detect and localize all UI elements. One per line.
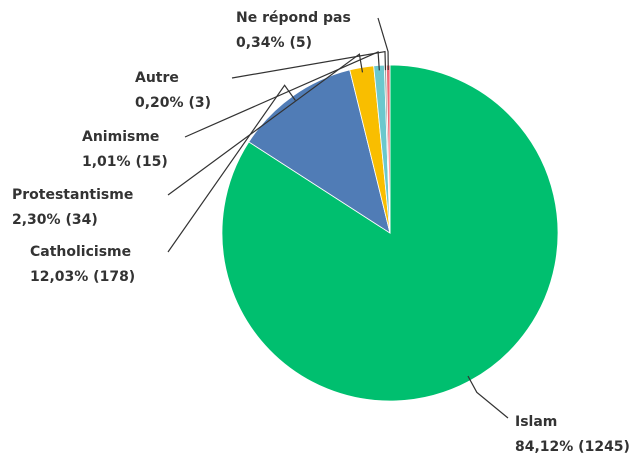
leader-line <box>231 50 387 79</box>
slice-value-label: 0,20% (3) <box>135 95 211 111</box>
slice-value-label: 2,30% (34) <box>12 212 98 228</box>
leader-line <box>377 17 389 71</box>
slice-label: Ne répond pas <box>236 10 351 26</box>
slice-label: Animisme <box>82 129 159 145</box>
slice-value-label: 84,12% (1245) <box>515 439 630 455</box>
leader-line <box>467 375 509 419</box>
leader-line <box>184 51 380 138</box>
slice-label: Autre <box>135 70 179 86</box>
slice-label: Protestantisme <box>12 187 133 203</box>
slice-value-label: 0,34% (5) <box>236 35 312 51</box>
slice-label: Islam <box>515 414 557 430</box>
leader-line <box>167 84 296 253</box>
leader-line <box>167 53 364 196</box>
slice-label: Catholicisme <box>30 244 131 260</box>
slice-value-label: 1,01% (15) <box>82 154 168 170</box>
slice-value-label: 12,03% (178) <box>30 269 135 285</box>
